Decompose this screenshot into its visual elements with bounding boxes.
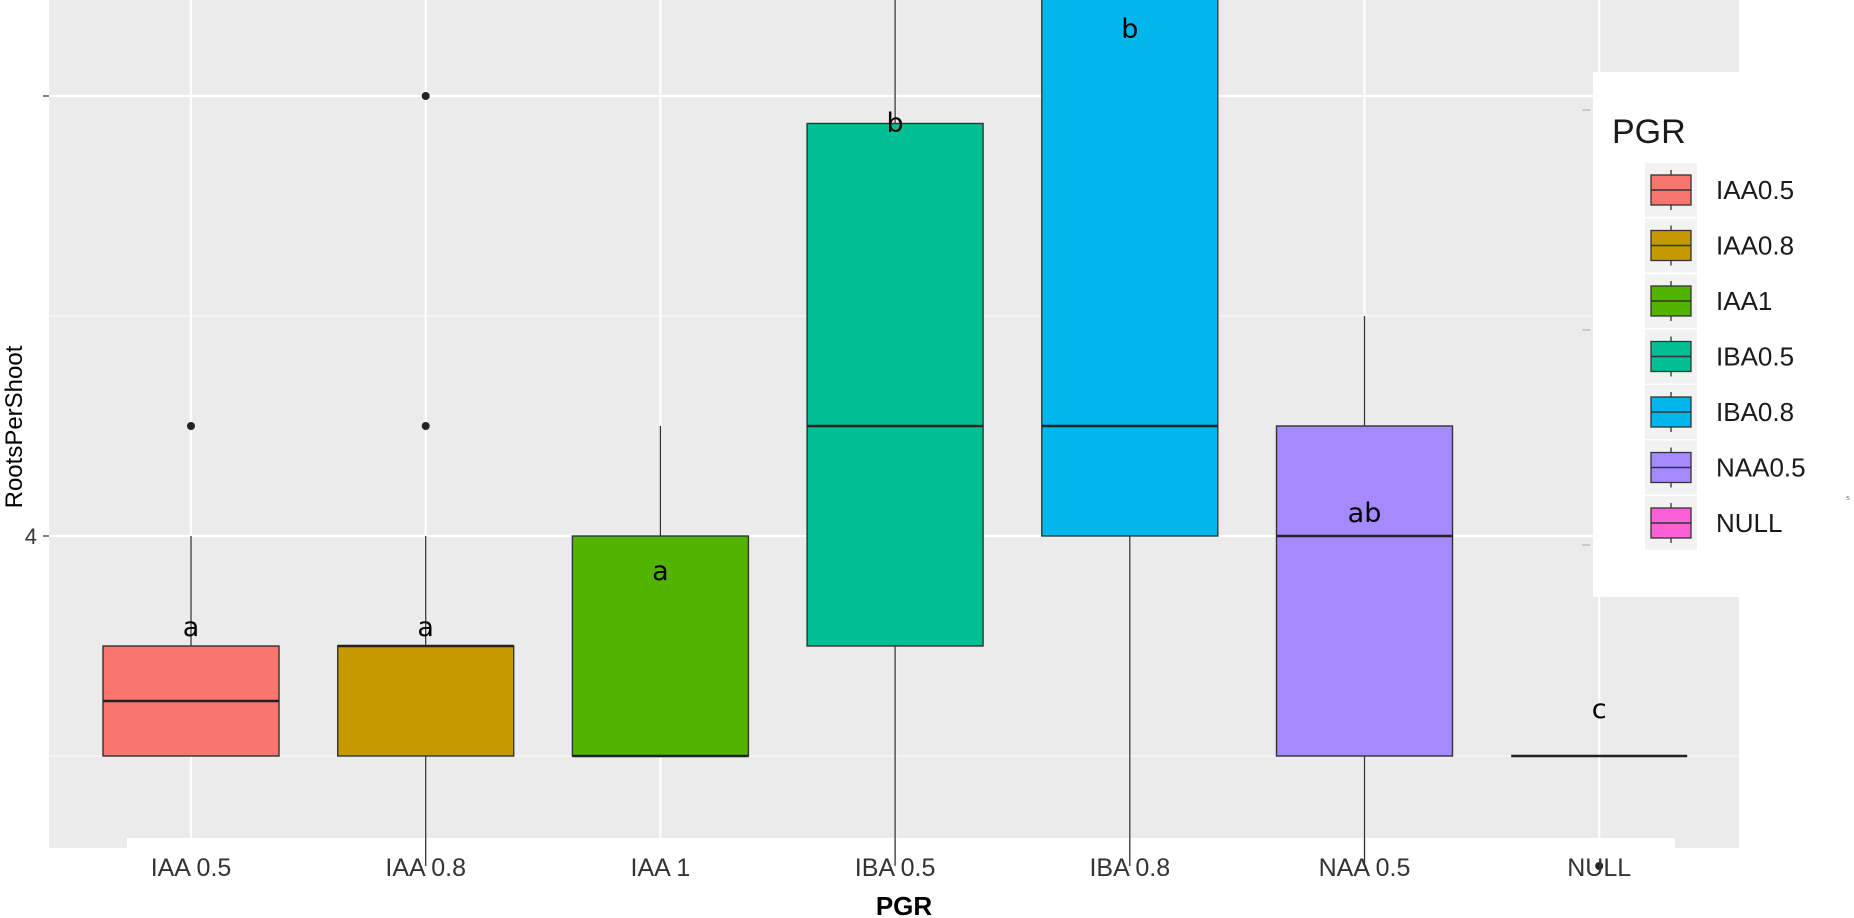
outlier-point (421, 422, 430, 430)
edge-artifact-glyph: ₅ (1846, 492, 1850, 503)
x-axis: IAA 0.5 IAA 0.8 IAA 1 IBA 0.5 IBA 0.8 NAA 0.5… (151, 854, 1632, 882)
significance-label: a (417, 612, 434, 643)
significance-label: b (887, 108, 904, 139)
legend-item: IAA0.8 (1645, 218, 1794, 273)
y-axis: 412 (25, 95, 49, 549)
significance-label: a (652, 556, 669, 587)
y-axis-title: RootsPerShoot (1, 345, 28, 508)
legend-label: IAA0.5 (1716, 175, 1794, 205)
legend-item: NULL (1645, 496, 1782, 550)
y-tick-label: 4 (25, 524, 37, 549)
outlier-point (421, 92, 430, 100)
legend: PGR IAA0.5 IAA0.8 IAA1 IBA0.5 IBA0.8 NAA0.5 NU… (1582, 72, 1806, 597)
box-group: a (337, 92, 515, 866)
legend-title: PGR (1612, 113, 1686, 151)
legend-label: NAA0.5 (1716, 453, 1806, 483)
significance-label: c (1592, 694, 1607, 725)
legend-label: IAA0.8 (1716, 231, 1794, 261)
box (1041, 0, 1219, 537)
legend-item: NAA0.5 (1645, 440, 1806, 495)
legend-item: IAA0.5 (1645, 163, 1794, 217)
x-tick-label: IAA 0.8 (385, 854, 466, 882)
legend-items: IAA0.5 IAA0.8 IAA1 IBA0.5 IBA0.8 NAA0.5 NULL (1645, 163, 1806, 550)
x-axis-strip (127, 838, 1675, 852)
box-group: c (1511, 694, 1688, 870)
legend-item: IBA0.5 (1645, 329, 1794, 384)
box (337, 645, 515, 757)
legend-item: IBA0.8 (1645, 385, 1794, 439)
box-group: ab (1275, 316, 1454, 866)
legend-item: IAA1 (1645, 274, 1772, 328)
x-tick-label: NULL (1567, 854, 1631, 882)
box (806, 122, 984, 647)
legend-label: IAA1 (1716, 286, 1772, 316)
outlier-point (1595, 862, 1604, 870)
significance-label: a (183, 612, 200, 643)
box (571, 535, 750, 757)
significance-label: ab (1348, 498, 1382, 529)
box-group: a (571, 426, 750, 758)
x-tick-label: IAA 0.5 (151, 854, 232, 882)
x-tick-label: IBA 0.8 (1089, 854, 1170, 882)
x-tick-label: IBA 0.5 (855, 854, 936, 882)
legend-label: NULL (1716, 508, 1782, 538)
legend-label: IBA0.8 (1716, 397, 1794, 427)
x-tick-label: IAA 1 (631, 854, 691, 882)
legend-label: IBA0.5 (1716, 342, 1794, 372)
box-group: b (806, 0, 984, 866)
x-axis-title: PGR (876, 891, 933, 918)
box-group: b (1041, 0, 1219, 866)
outlier-point (187, 422, 195, 430)
significance-label: b (1121, 14, 1138, 45)
box (1275, 425, 1454, 757)
x-tick-label: NAA 0.5 (1319, 854, 1411, 882)
box-group: a (102, 422, 280, 757)
